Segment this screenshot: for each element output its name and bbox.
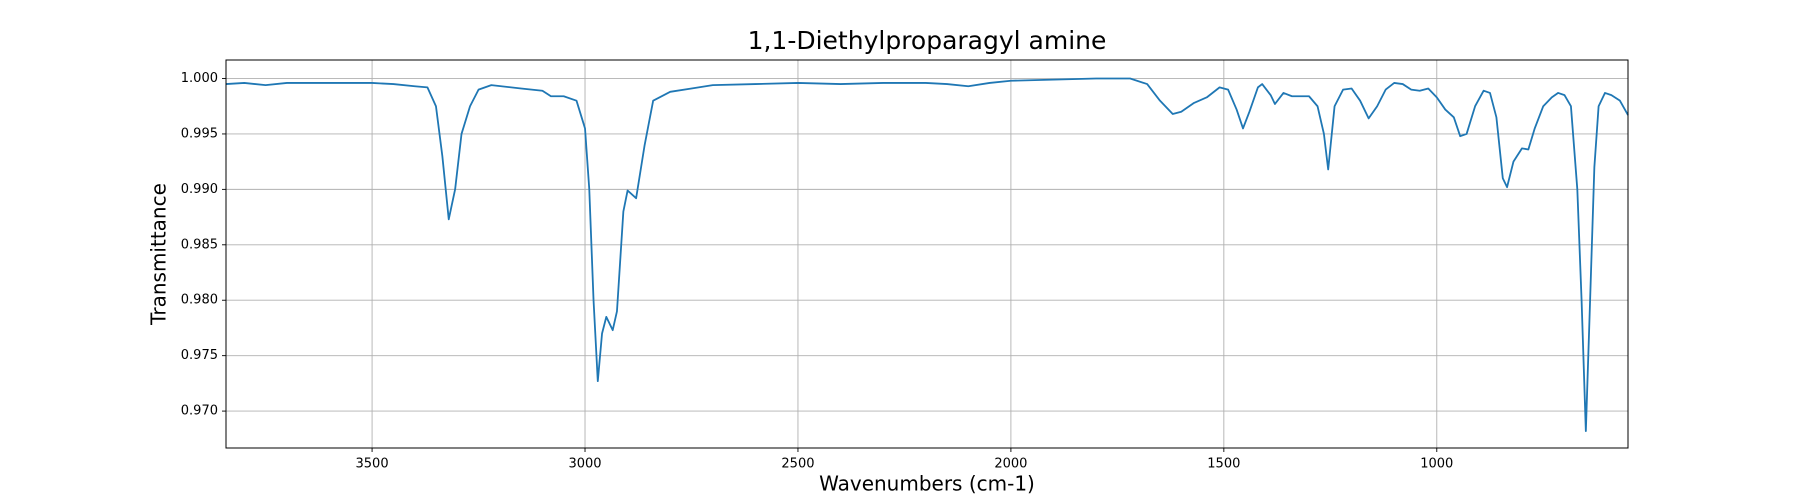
spectrum-line (225, 77, 1629, 432)
x-axis-label: Wavenumbers (cm-1) (819, 472, 1035, 496)
chart-title: 1,1-Diethylproparagyl amine (748, 26, 1107, 55)
x-tick-label: 1000 (1420, 457, 1453, 472)
x-tick-label: 1500 (1207, 457, 1240, 472)
y-tick-label: 0.990 (181, 182, 218, 197)
y-tick-label: 0.995 (181, 126, 218, 141)
y-tick-label: 1.000 (181, 71, 218, 86)
y-axis-label: Transmittance (147, 183, 171, 326)
x-tick-label: 3500 (356, 457, 389, 472)
x-tick-label: 2000 (994, 457, 1027, 472)
y-tick-label: 0.970 (181, 404, 218, 419)
x-tick-label: 2500 (781, 457, 814, 472)
y-tick-label: 0.985 (181, 237, 218, 252)
x-tick-label: 3000 (568, 457, 601, 472)
y-tick-label: 0.975 (181, 348, 218, 363)
y-tick-label: 0.980 (181, 293, 218, 308)
plot-frame (225, 59, 1629, 449)
